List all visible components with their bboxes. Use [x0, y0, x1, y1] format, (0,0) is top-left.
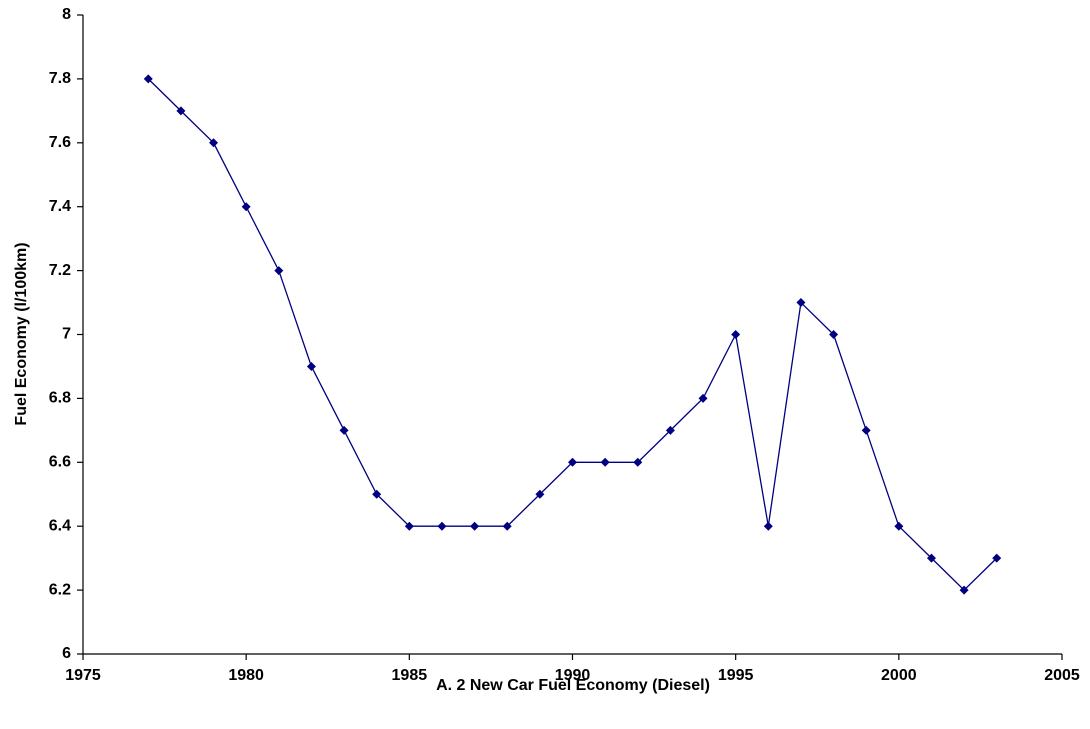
marker: [665, 425, 675, 435]
y-tick-label: 6: [62, 645, 71, 662]
x-axis-label: A. 2 New Car Fuel Economy (Diesel): [436, 677, 710, 694]
y-tick-label: 7.8: [49, 70, 71, 87]
marker: [959, 585, 969, 595]
marker: [274, 266, 284, 276]
y-tick-label: 6.2: [49, 581, 71, 598]
marker: [437, 521, 447, 531]
marker: [633, 457, 643, 467]
marker: [404, 521, 414, 531]
x-tick-label: 2000: [881, 667, 917, 684]
y-tick-label: 7.6: [49, 134, 71, 151]
y-tick-label: 6.4: [49, 517, 71, 534]
marker: [339, 425, 349, 435]
x-tick-label: 1975: [65, 667, 101, 684]
marker: [894, 521, 904, 531]
marker: [209, 138, 219, 148]
marker: [306, 361, 316, 371]
y-tick-label: 7.2: [49, 262, 71, 279]
marker: [829, 330, 839, 339]
y-axis-label: Fuel Economy (l/100km): [13, 242, 30, 425]
marker: [568, 457, 577, 467]
x-tick-label: 1985: [392, 667, 428, 684]
y-tick-label: 7.4: [49, 198, 71, 215]
marker: [241, 202, 251, 212]
marker: [926, 553, 936, 563]
line: [147, 78, 998, 592]
marker: [763, 521, 773, 531]
x-tick-label: 1980: [228, 667, 264, 684]
y-tick-label: 6.6: [49, 454, 71, 471]
y-tick-label: 7: [62, 326, 71, 343]
marker: [992, 553, 1002, 563]
marker: [796, 298, 806, 308]
marker: [698, 393, 708, 403]
x-tick-label: 1995: [718, 667, 754, 684]
marker: [535, 489, 545, 499]
marker: [470, 521, 480, 531]
marker: [176, 106, 186, 116]
marker: [731, 330, 741, 339]
x-tick-label: 1990: [555, 667, 591, 684]
marker: [143, 74, 153, 84]
marker: [600, 457, 610, 467]
marker: [502, 521, 512, 531]
y-tick-label: 6.8: [49, 390, 71, 407]
marker: [372, 489, 382, 499]
x-tick-label: 2005: [1044, 667, 1080, 684]
marker: [861, 425, 871, 435]
y-tick-label: 8: [62, 6, 71, 23]
